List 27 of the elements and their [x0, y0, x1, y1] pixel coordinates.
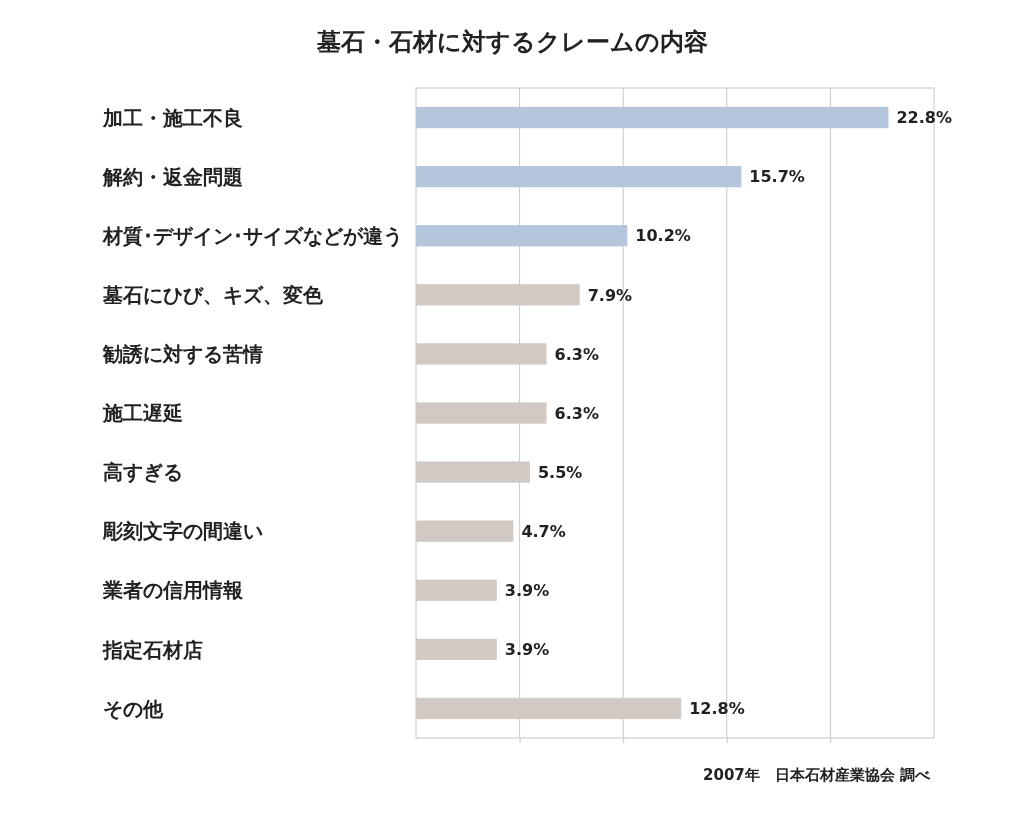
data-label: 15.7%: [749, 167, 805, 187]
y-tick-label: 加工・施工不良: [102, 105, 243, 130]
y-tick-label: 彫刻文字の間違い: [102, 519, 263, 544]
y-tick-label: 指定石材店: [102, 637, 203, 662]
y-tick-label: 解約・返金問題: [102, 164, 243, 189]
y-tick-label: 材質･デザイン･サイズなどが違う: [102, 223, 403, 248]
data-label: 3.9%: [504, 581, 550, 601]
bar: [416, 225, 628, 247]
text: 2007年 日本石材産業協会 調べ: [703, 766, 931, 784]
data-label: 3.9%: [504, 640, 550, 660]
data-label: 5.5%: [537, 462, 583, 482]
data-label: 10.2%: [635, 226, 691, 246]
bar: [416, 166, 742, 188]
y-tick-label: 墓石にひび、キズ、変色: [102, 283, 324, 308]
data-label: 6.3%: [554, 344, 599, 364]
y-tick-label: 業者の信用情報: [102, 578, 244, 603]
y-tick-label: 勧誘に対する苦情: [102, 342, 263, 367]
chart-title: 墓石・石材に対するクレームの内容: [315, 28, 708, 56]
bar: [416, 106, 889, 129]
data-label: 6.3%: [554, 403, 599, 423]
y-tick-label: 高すぎる: [103, 460, 183, 485]
data-label: 12.8%: [689, 699, 745, 719]
data-label: 7.9%: [587, 285, 633, 305]
data-label: 4.7%: [521, 521, 566, 541]
data-label: 22.8%: [896, 108, 952, 128]
y-tick-label: 施工遅延: [102, 401, 183, 426]
y-tick-label: その他: [103, 696, 164, 721]
